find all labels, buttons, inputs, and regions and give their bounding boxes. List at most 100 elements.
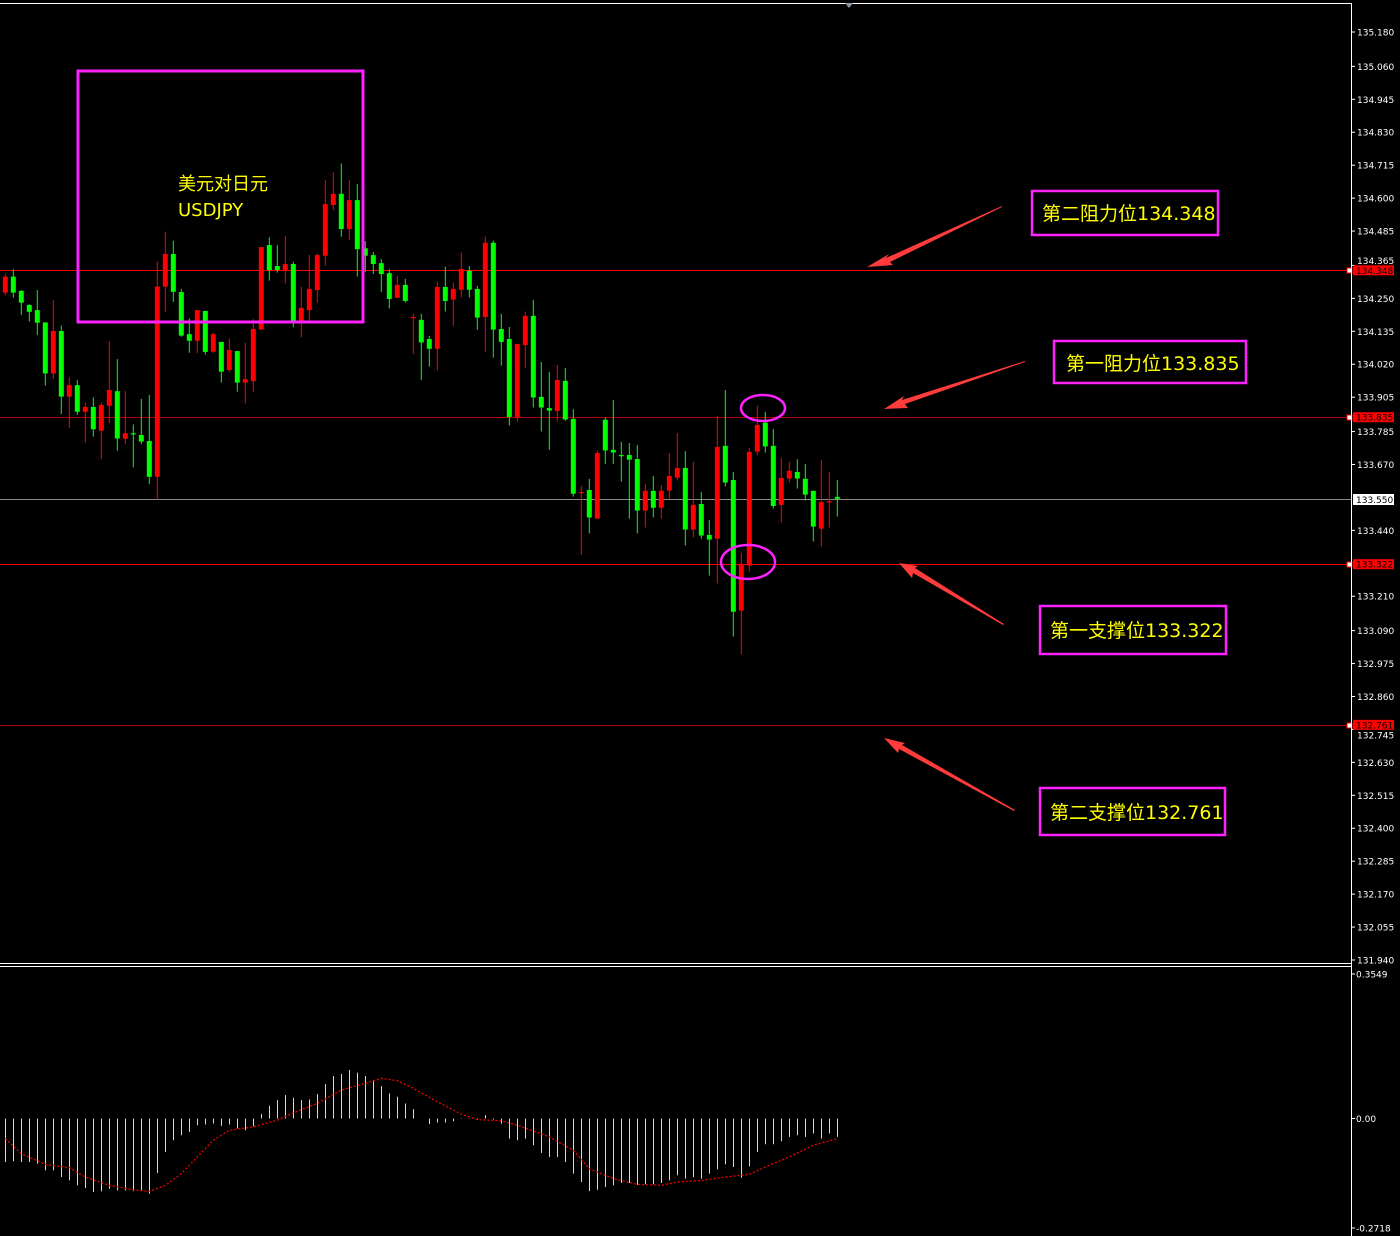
highlight-ellipse-bottom	[719, 543, 777, 581]
axis-tick-label: 134.135	[1357, 328, 1394, 338]
arrows	[867, 206, 1025, 811]
candle-body	[402, 284, 408, 301]
candle-body	[346, 200, 352, 230]
candle	[146, 394, 152, 484]
axis-tick-label: 131.940	[1357, 957, 1394, 967]
annotation-text: 第一阻力位133.835	[1066, 353, 1240, 375]
arrow-icon	[899, 563, 1004, 625]
candle	[682, 451, 688, 546]
candle	[786, 461, 792, 483]
candle-body	[530, 315, 536, 398]
candle	[226, 338, 232, 373]
candle-body	[618, 455, 624, 457]
candle-body	[674, 467, 680, 478]
candle	[266, 237, 272, 281]
chart-symbol: USDJPY	[178, 200, 244, 221]
candle	[418, 313, 424, 380]
candle	[602, 417, 608, 464]
candle	[258, 247, 264, 330]
annotation-resistance-2: 第二阻力位134.348	[1030, 189, 1220, 237]
level-price-label: 133.322	[1356, 561, 1393, 571]
candle	[386, 269, 392, 309]
candle	[362, 241, 368, 272]
candle	[370, 251, 376, 275]
chart-shift-marker-icon[interactable]	[845, 3, 853, 8]
candle-body	[122, 433, 128, 439]
candle-body	[74, 385, 80, 412]
candle	[162, 231, 168, 312]
candle-body	[138, 434, 144, 442]
candle	[810, 490, 816, 542]
level-price-label: 134.348	[1356, 267, 1393, 277]
candle-body	[450, 288, 456, 300]
candle	[482, 236, 488, 352]
axis-tick-label: 132.630	[1357, 759, 1394, 769]
candle	[322, 180, 328, 266]
current-price-label: 133.550	[1356, 496, 1393, 506]
candle-body	[522, 315, 528, 346]
candle-body	[554, 380, 560, 411]
candle	[562, 367, 568, 421]
candle-body	[226, 349, 232, 370]
candle-body	[610, 449, 616, 453]
candle-body	[730, 479, 736, 612]
annotation-support-1: 第一支撑位133.322	[1038, 604, 1228, 656]
candle	[10, 269, 16, 298]
candle	[706, 520, 712, 576]
candle-body	[794, 471, 800, 479]
candle	[490, 240, 496, 358]
price-axis[interactable]: 135.180 135.060 134.945 134.830 134.715 134.6…	[1352, 29, 1394, 967]
candle	[834, 479, 840, 517]
candle	[2, 273, 8, 295]
candle-body	[650, 490, 656, 508]
candle	[98, 402, 104, 460]
candle	[354, 184, 360, 277]
candle	[458, 252, 464, 298]
annotation-resistance-1: 第一阻力位133.835	[1052, 339, 1248, 385]
macd-panel	[4, 1069, 838, 1194]
candle	[194, 310, 200, 353]
candle-body	[634, 459, 640, 511]
candle-body	[290, 264, 296, 322]
candle-body	[250, 329, 256, 382]
candle-body	[498, 329, 504, 342]
candle	[530, 299, 536, 408]
candle	[282, 235, 288, 284]
candle-body	[714, 447, 720, 539]
level-price-label: 132.761	[1356, 721, 1393, 731]
candle-body	[106, 390, 112, 406]
candle-body	[18, 290, 24, 303]
candle	[346, 180, 352, 240]
arrow-icon	[884, 361, 1025, 409]
axis-tick-label: 133.785	[1357, 428, 1394, 438]
candle-body	[26, 304, 32, 312]
candle	[714, 415, 720, 584]
axis-tick-label: 134.600	[1357, 195, 1394, 205]
candle-body	[770, 445, 776, 507]
arrow-icon	[867, 206, 1002, 267]
candle	[138, 398, 144, 445]
candle	[514, 343, 520, 422]
candle-body	[514, 343, 520, 417]
candle-body	[202, 310, 208, 352]
candle	[466, 266, 472, 298]
axis-tick-label: 132.285	[1357, 858, 1394, 868]
candle-body	[658, 490, 664, 508]
candle-body	[738, 563, 744, 611]
level-price-tag	[1353, 265, 1394, 276]
candle-body	[306, 288, 312, 311]
candle	[186, 318, 192, 353]
candle-body	[162, 253, 168, 287]
candle	[762, 411, 768, 453]
candle-body	[50, 331, 56, 374]
candle	[650, 475, 656, 518]
candle	[330, 172, 336, 211]
axis-tick-label: 134.830	[1357, 129, 1394, 139]
axis-tick-label: 134.365	[1357, 257, 1394, 267]
candle-body	[762, 422, 768, 447]
annotation-text: 第一支撑位133.322	[1050, 620, 1224, 642]
candle-body	[594, 453, 600, 519]
candle	[818, 459, 824, 547]
candle-body	[98, 404, 104, 431]
